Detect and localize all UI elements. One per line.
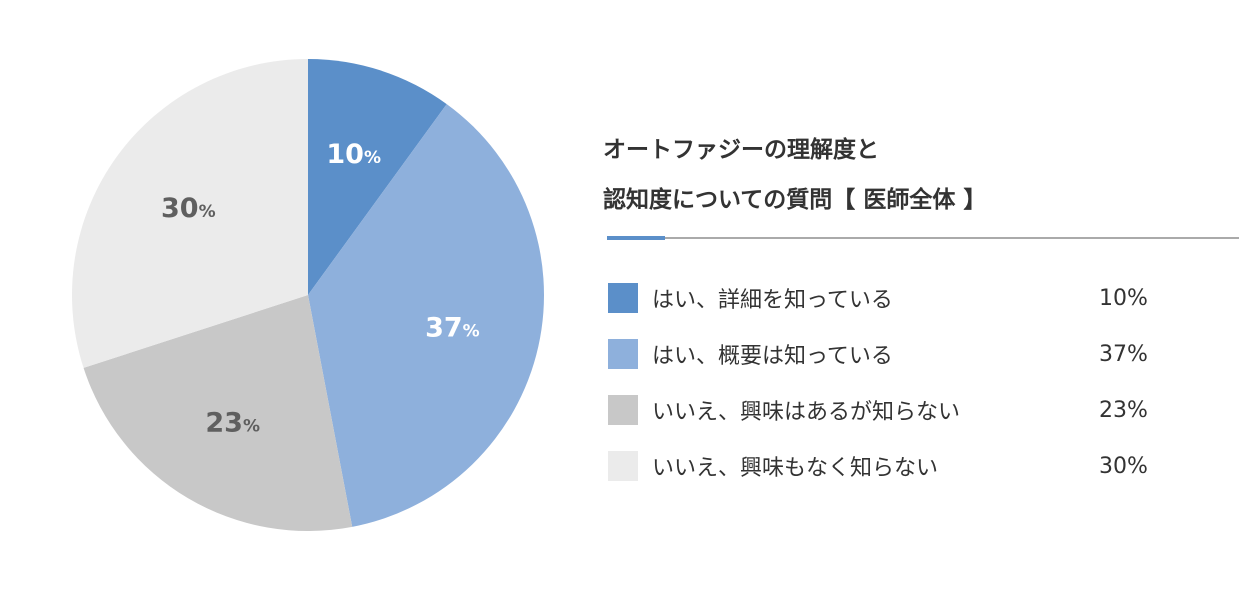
title-divider-accent (607, 236, 665, 240)
chart-title-line-2: 認知度についての質問【 医師全体 】 (603, 187, 987, 213)
legend-item: はい、概要は知っている 37% (608, 326, 1208, 382)
slice-value-label: 37% (425, 312, 480, 343)
legend-swatch (608, 339, 638, 369)
legend-value: 30% (1099, 453, 1148, 479)
legend-value: 10% (1099, 285, 1148, 311)
legend-swatch (608, 451, 638, 481)
pie-chart: 10% 37% 23% 30% (71, 59, 545, 532)
pie-slice (308, 59, 447, 295)
legend-label: いいえ、興味もなく知らない (652, 456, 939, 481)
slice-value-label: 10% (326, 139, 381, 170)
slice-value-label: 30% (161, 193, 216, 224)
pie-slices (71, 59, 545, 532)
legend-label: はい、詳細を知っている (652, 288, 893, 313)
pie-slice (83, 295, 353, 532)
legend-value: 37% (1099, 341, 1148, 367)
legend-swatch (608, 395, 638, 425)
title-divider (607, 237, 1239, 239)
legend-label: いいえ、興味はあるが知らない (652, 400, 961, 425)
legend-label: はい、概要は知っている (652, 344, 893, 369)
legend-item: いいえ、興味はあるが知らない 23% (608, 382, 1208, 438)
pie-slice (308, 104, 545, 527)
legend-item: いいえ、興味もなく知らない 30% (608, 438, 1208, 494)
chart-title: オートファジーの理解度と 認知度についての質問【 医師全体 】 (603, 125, 986, 225)
pie-labels: 10% 37% 23% 30% (161, 139, 480, 438)
pie-slice (71, 59, 309, 368)
slice-value-label: 23% (205, 407, 260, 438)
legend: はい、詳細を知っている 10% はい、概要は知っている 37% いいえ、興味はあ… (608, 270, 1208, 494)
legend-value: 23% (1099, 397, 1148, 423)
chart-title-line-1: オートファジーの理解度と (603, 137, 879, 163)
legend-swatch (608, 283, 638, 313)
legend-item: はい、詳細を知っている 10% (608, 270, 1208, 326)
